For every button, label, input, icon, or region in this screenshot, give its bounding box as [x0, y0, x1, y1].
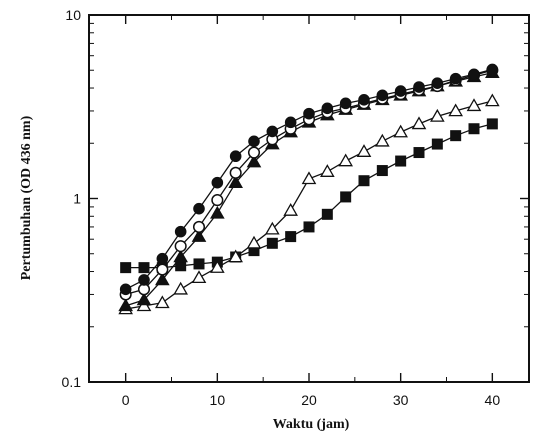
filled-circle-point	[285, 117, 296, 128]
series-line	[126, 101, 493, 309]
open-circle-point	[230, 168, 241, 179]
open-triangle-point	[156, 297, 168, 308]
open-triangle-point	[413, 118, 425, 129]
filled-circle-point	[212, 177, 223, 188]
open-triangle-point	[376, 135, 388, 146]
filled-triangle-point	[211, 207, 223, 218]
filled-circle-point	[395, 86, 406, 97]
filled-square-point	[322, 209, 332, 219]
y-tick-label: 0.1	[62, 374, 82, 390]
filled-square-point	[396, 156, 406, 166]
filled-circle-point	[267, 126, 278, 137]
open-circle-point	[194, 222, 205, 233]
filled-square-point	[487, 119, 497, 129]
open-circle-point	[249, 147, 260, 158]
filled-square-point	[432, 139, 442, 149]
open-triangle-point	[248, 237, 260, 248]
filled-circle-point	[340, 98, 351, 109]
open-triangle-point	[174, 283, 186, 294]
x-tick-label: 0	[122, 392, 130, 408]
x-axis: 0 10 20 30 40	[122, 15, 501, 408]
x-tick-label: 20	[301, 392, 317, 408]
open-triangle-point	[193, 272, 205, 283]
x-tick-label: 10	[210, 392, 226, 408]
open-triangle-point	[321, 165, 333, 176]
filled-circle-point	[175, 226, 186, 237]
open-triangle-point	[284, 204, 296, 215]
filled-square-point	[377, 166, 387, 176]
x-tick-label: 40	[485, 392, 501, 408]
x-axis-label: Waktu (jam)	[273, 417, 350, 432]
open-triangle-point	[339, 155, 351, 166]
filled-circle-point	[120, 284, 131, 295]
filled-circle-point	[414, 82, 425, 93]
filled-circle-point	[194, 203, 205, 214]
open-triangle-point	[358, 145, 370, 156]
open-triangle-point	[486, 95, 498, 106]
filled-circle-point	[322, 103, 333, 114]
filled-circle-point	[139, 275, 150, 286]
open-triangle-point	[303, 173, 315, 184]
filled-square-point	[451, 131, 461, 141]
open-circle-point	[175, 241, 186, 252]
filled-square-point	[267, 238, 277, 248]
y-axis-label: Pertumbuhan (OD 436 nm)	[19, 115, 34, 280]
filled-circle-point	[249, 136, 260, 147]
filled-square-point	[194, 259, 204, 269]
filled-square-point	[121, 263, 131, 273]
y-axis: 0.1 1 10	[62, 7, 529, 390]
plot-frame	[89, 15, 529, 382]
open-circle-point	[212, 195, 223, 206]
filled-circle-point	[432, 78, 443, 89]
filled-circle-point	[450, 73, 461, 84]
filled-square-point	[286, 232, 296, 242]
series-layer	[119, 64, 498, 313]
filled-circle-point	[304, 108, 315, 119]
filled-circle-point	[230, 151, 241, 162]
y-tick-label: 1	[73, 191, 81, 207]
filled-square-point	[414, 148, 424, 158]
filled-square-point	[341, 192, 351, 202]
open-circle-point	[157, 264, 168, 275]
filled-circle-point	[377, 90, 388, 101]
filled-square-point	[469, 124, 479, 134]
filled-circle-point	[157, 253, 168, 264]
filled-circle-point	[487, 64, 498, 75]
filled-square-point	[359, 176, 369, 186]
series-filled-triangle	[119, 66, 498, 310]
filled-circle-point	[469, 69, 480, 80]
filled-circle-point	[359, 95, 370, 106]
x-tick-label: 30	[393, 392, 409, 408]
filled-square-point	[139, 263, 149, 273]
open-triangle-point	[394, 126, 406, 137]
filled-square-point	[304, 222, 314, 232]
y-tick-label: 10	[65, 7, 81, 23]
